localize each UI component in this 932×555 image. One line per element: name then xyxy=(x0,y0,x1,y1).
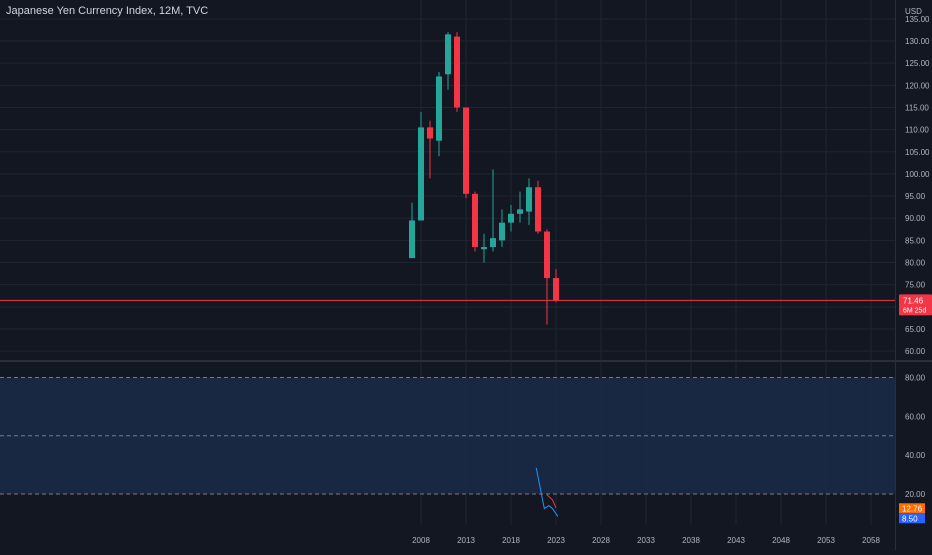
candle-body xyxy=(499,222,505,241)
price-tick-label: 100.00 xyxy=(905,170,930,179)
last-price-label: 71.46 xyxy=(903,296,924,305)
candle[interactable] xyxy=(490,169,496,252)
candle[interactable] xyxy=(418,111,424,221)
time-tick-label: 2013 xyxy=(457,536,475,545)
time-tick-label: 2043 xyxy=(727,536,745,545)
oscillator-value-badge xyxy=(899,513,925,524)
candle[interactable] xyxy=(508,204,514,232)
price-tick-label: 110.00 xyxy=(905,126,929,135)
price-tick-label: 80.00 xyxy=(905,259,926,268)
candle[interactable] xyxy=(499,209,505,248)
candle[interactable] xyxy=(409,202,415,259)
candle-body xyxy=(481,247,487,250)
price-tick-label: 95.00 xyxy=(905,192,926,201)
price-tick-label: 85.00 xyxy=(905,236,926,245)
candle[interactable] xyxy=(445,32,451,90)
candle-body xyxy=(409,220,415,259)
time-tick-label: 2023 xyxy=(547,536,565,545)
candle-body xyxy=(418,127,424,221)
candle-body xyxy=(490,238,496,248)
time-tick-label: 2008 xyxy=(412,536,430,545)
oscillator-tick-label: 80.00 xyxy=(905,374,926,383)
candle[interactable] xyxy=(454,32,460,112)
candle[interactable] xyxy=(544,229,550,325)
time-tick-label: 2018 xyxy=(502,536,520,545)
oscillator-tick-label: 20.00 xyxy=(905,490,926,499)
time-tick-label: 2033 xyxy=(637,536,655,545)
last-price-badge xyxy=(899,294,932,316)
price-tick-label: 130.00 xyxy=(905,37,930,46)
price-tick-label: 115.00 xyxy=(905,103,929,112)
candle-body xyxy=(544,231,550,279)
candle-body xyxy=(517,209,523,214)
candle[interactable] xyxy=(517,191,523,223)
price-tick-label: 125.00 xyxy=(905,59,930,68)
candle-body xyxy=(553,278,559,301)
candle-body xyxy=(472,193,478,248)
chart-title: Japanese Yen Currency Index, 12M, TVC xyxy=(6,5,209,17)
oscillator-tick-label: 60.00 xyxy=(905,412,926,421)
countdown-label: 6M 25d xyxy=(903,307,926,314)
price-tick-label: 90.00 xyxy=(905,214,926,223)
candle[interactable] xyxy=(526,178,532,225)
price-tick-label: 75.00 xyxy=(905,281,926,290)
oscillator-value-label: 8.50 xyxy=(902,514,918,523)
price-tick-label: 60.00 xyxy=(905,347,926,356)
oscillator-value-badge xyxy=(899,503,925,514)
currency-label: USD xyxy=(905,7,922,16)
time-tick-label: 2058 xyxy=(862,536,880,545)
candle-body xyxy=(436,76,442,141)
candle[interactable] xyxy=(535,180,541,234)
time-tick-label: 2028 xyxy=(592,536,610,545)
price-axis[interactable]: USD60.0065.0070.0075.0080.0085.0090.0095… xyxy=(899,7,932,524)
candle[interactable] xyxy=(436,72,442,157)
candle-body xyxy=(508,213,514,223)
candle-body xyxy=(526,187,532,212)
candles-layer[interactable] xyxy=(0,32,895,325)
time-tick-label: 2038 xyxy=(682,536,700,545)
oscillator-value-label: 12.76 xyxy=(902,504,923,513)
candle[interactable] xyxy=(553,269,559,303)
candle-body xyxy=(427,127,433,139)
oscillator-lines xyxy=(535,467,559,517)
time-tick-label: 2053 xyxy=(817,536,835,545)
candle-body xyxy=(454,36,460,108)
price-tick-label: 65.00 xyxy=(905,325,926,334)
time-axis[interactable]: 2008 2013 2018 2023 2028 2033 2038 2043 2048 2053… xyxy=(412,536,880,545)
oscillator-band xyxy=(0,377,895,495)
candle-body xyxy=(535,187,541,232)
candle-body xyxy=(445,34,451,75)
oscillator-series-line xyxy=(546,494,557,509)
oscillator-tick-label: 40.00 xyxy=(905,451,926,460)
candle[interactable] xyxy=(427,120,433,179)
price-tick-label: 135.00 xyxy=(905,15,930,24)
candle[interactable] xyxy=(481,233,487,263)
price-tick-label: 120.00 xyxy=(905,81,930,90)
price-tick-label: 105.00 xyxy=(905,148,930,157)
candle-body xyxy=(463,107,469,194)
candle[interactable] xyxy=(463,107,469,199)
oscillator-series-line xyxy=(535,467,559,517)
time-tick-label: 2048 xyxy=(772,536,790,545)
candle[interactable] xyxy=(472,191,478,252)
